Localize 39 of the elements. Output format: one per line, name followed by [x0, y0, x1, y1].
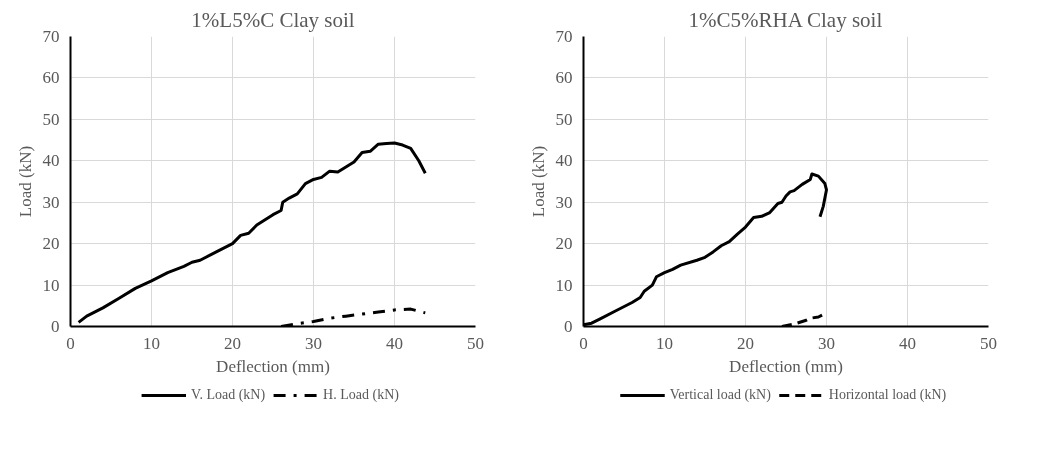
x-tick-label: 50 — [467, 333, 484, 353]
y-tick-label: 20 — [42, 234, 60, 254]
y-tick-label: 50 — [42, 109, 60, 129]
y-tick-label: 40 — [42, 151, 60, 171]
chart-title: 1%L5%C Clay soil — [191, 7, 355, 32]
y-tick-label: 40 — [555, 151, 573, 171]
y-tick-label: 50 — [555, 109, 573, 129]
x-tick-label: 30 — [305, 333, 322, 353]
y-tick-label: 0 — [51, 317, 60, 336]
x-tick-label: 50 — [980, 333, 997, 353]
legend-label: H. Load (kN) — [323, 387, 399, 403]
y-axis-title: Load (kN) — [528, 145, 548, 218]
y-tick-label: 70 — [555, 27, 573, 46]
y-tick-label: 30 — [555, 192, 573, 212]
x-tick-label: 40 — [899, 333, 916, 353]
x-axis-title: Deflection (mm) — [216, 356, 330, 376]
x-tick-label: 20 — [737, 333, 754, 353]
y-tick-label: 70 — [42, 27, 60, 46]
x-tick-label: 40 — [386, 333, 403, 353]
x-tick-label: 0 — [66, 333, 75, 353]
y-tick-label: 10 — [555, 275, 573, 295]
x-tick-label: 20 — [224, 333, 241, 353]
legend-label: Horizontal load (kN) — [828, 387, 947, 403]
legend-label: V. Load (kN) — [191, 387, 266, 403]
y-axis-title: Load (kN) — [15, 145, 35, 218]
y-tick-label: 60 — [555, 68, 573, 88]
x-tick-label: 0 — [579, 333, 588, 353]
x-tick-label: 10 — [656, 333, 673, 353]
x-axis-title: Deflection (mm) — [729, 356, 843, 376]
x-tick-label: 10 — [143, 333, 160, 353]
line-series — [77, 141, 427, 324]
chart-title: 1%C5%RHA Clay soil — [688, 7, 883, 32]
y-tick-label: 30 — [42, 192, 60, 212]
y-tick-label: 10 — [42, 275, 60, 295]
legend-label: Vertical load (kN) — [669, 387, 771, 403]
y-tick-label: 20 — [555, 234, 573, 254]
x-tick-label: 30 — [818, 333, 835, 353]
y-tick-label: 0 — [564, 317, 573, 336]
y-tick-label: 60 — [42, 68, 60, 88]
